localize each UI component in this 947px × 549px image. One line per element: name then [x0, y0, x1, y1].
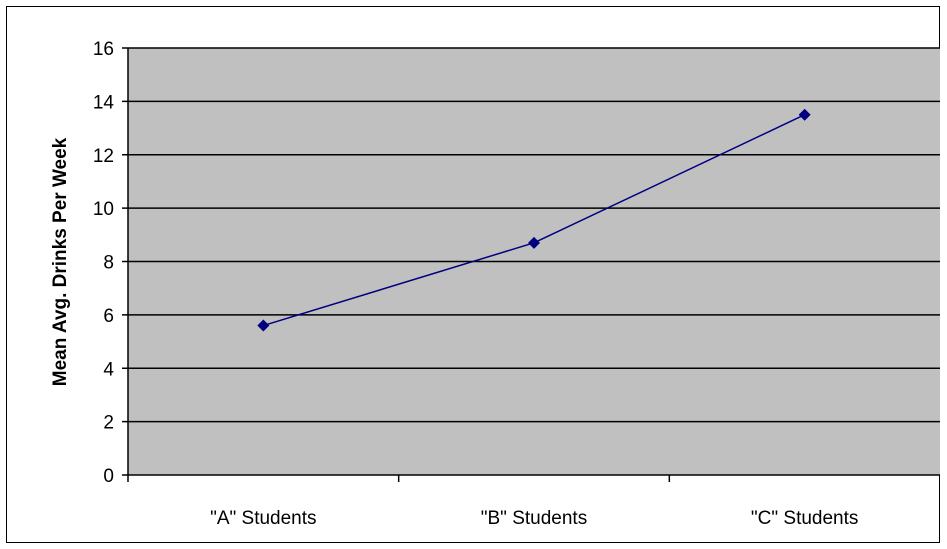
- data-point-marker: [528, 236, 540, 249]
- data-point-marker: [798, 108, 811, 121]
- y-tick-label: 8: [103, 253, 114, 274]
- y-tick-label: 0: [103, 466, 114, 487]
- y-axis-ticks: 0 2 4 6 8 10 12 14 16: [93, 39, 128, 487]
- y-tick-label: 2: [103, 413, 114, 434]
- y-tick-label: 6: [103, 306, 114, 327]
- x-axis-ticks: "A" Students "B" Students "C" Students: [127, 475, 859, 529]
- x-tick-label: "B" Students: [481, 508, 587, 529]
- y-axis-title: Mean Avg. Drinks Per Week: [50, 137, 71, 386]
- y-tick-label: 12: [93, 146, 114, 167]
- y-tick-label: 10: [93, 199, 114, 220]
- x-tick-label: "A" Students: [210, 508, 316, 529]
- y-tick-label: 4: [103, 359, 114, 380]
- x-tick-label: "C" Students: [751, 508, 859, 529]
- gridlines: [128, 47, 940, 423]
- data-point-marker: [257, 319, 270, 332]
- y-tick-label: 14: [93, 92, 115, 113]
- series-group: [257, 108, 811, 332]
- y-tick-label: 16: [93, 39, 114, 60]
